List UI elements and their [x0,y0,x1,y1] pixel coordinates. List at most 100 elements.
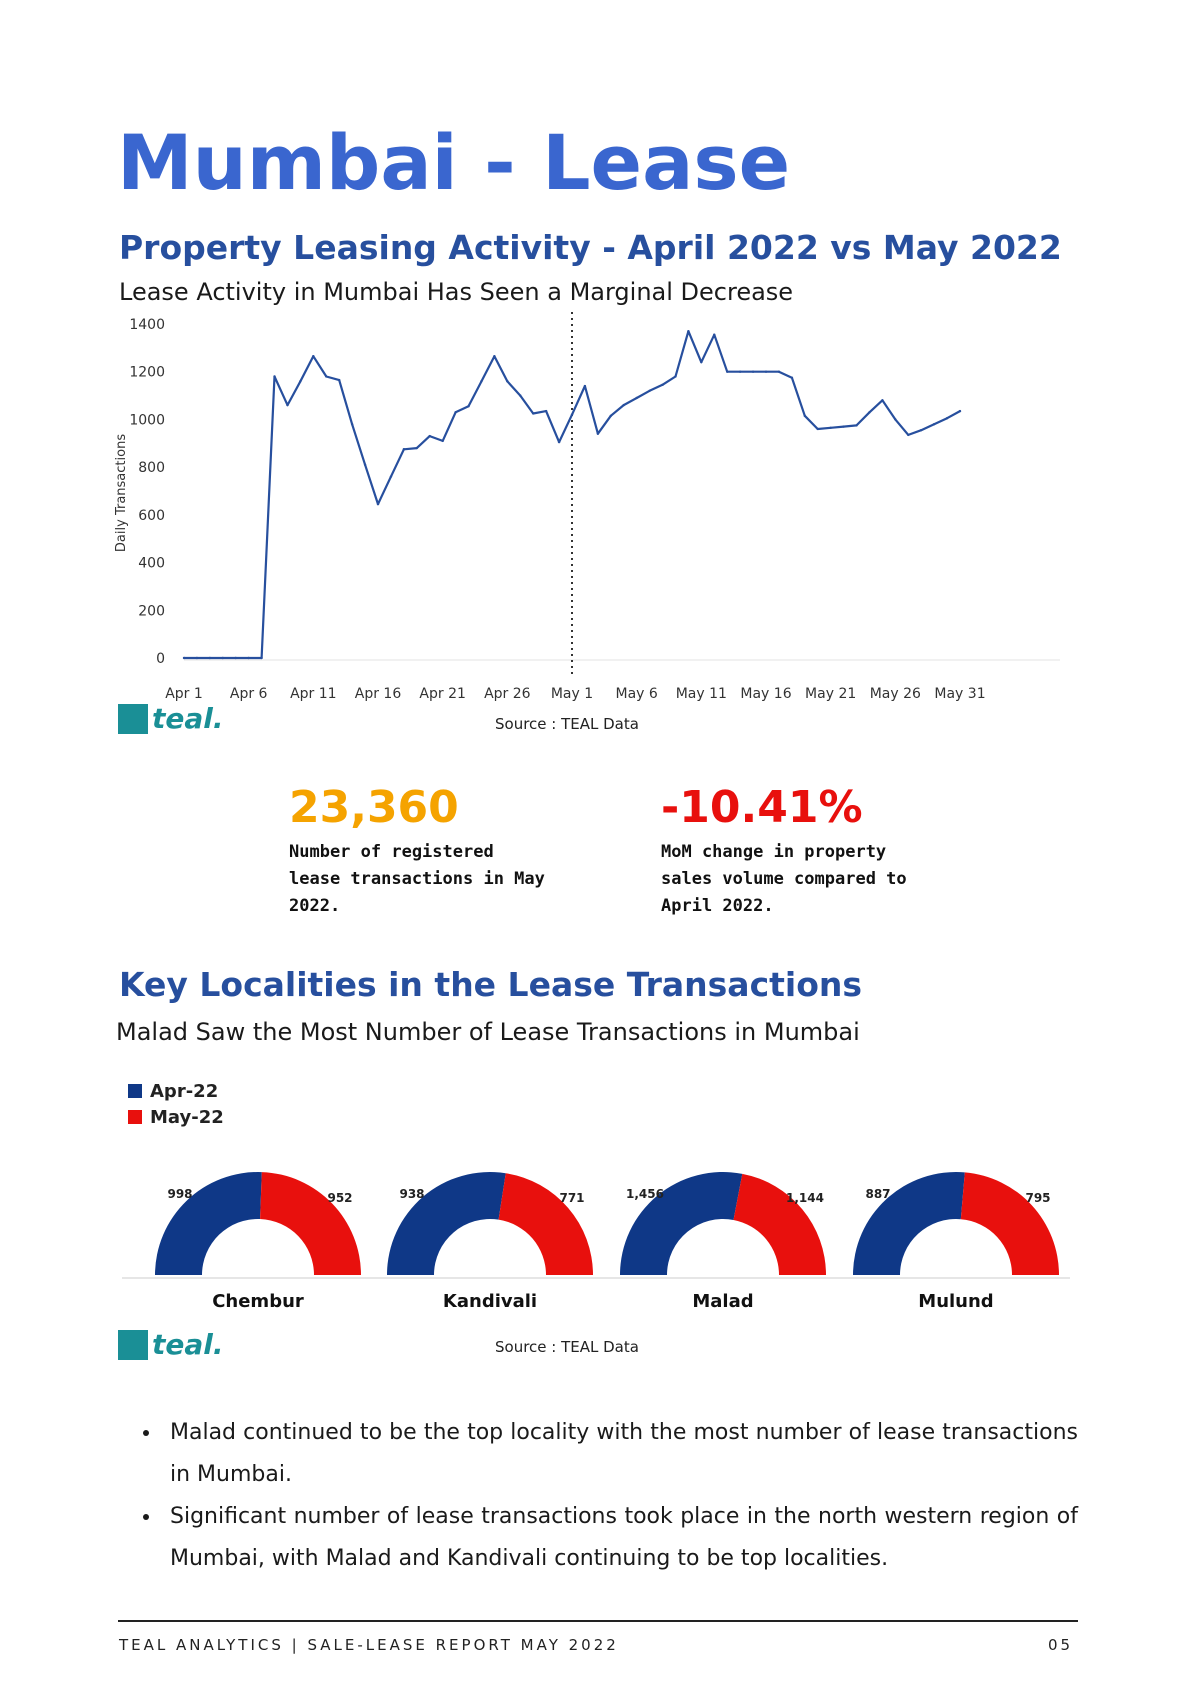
data-point [454,411,457,414]
chart-source-1: Source : TEAL Data [495,715,639,733]
legend-swatch-apr [128,1084,142,1098]
legend-swatch-may [128,1110,142,1124]
data-point [195,656,199,660]
section-subheading-leasing-activity: Lease Activity in Mumbai Has Seen a Marg… [119,278,794,306]
data-point [389,475,393,478]
data-point [299,380,302,383]
y-tick-label: 1000 [129,412,165,428]
y-tick-label: 400 [138,556,165,572]
chart-source-2: Source : TEAL Data [495,1338,639,1356]
locality-half-donut-charts: 998 952 Chembur 938 771 Kandivali 1,456 1,144 Ma… [122,1172,1070,1312]
data-point [570,413,574,416]
legend-item-may: May-22 [128,1104,224,1130]
data-point [700,360,703,364]
data-label-apr: 998 [167,1187,192,1201]
data-point [363,463,367,466]
category-label-malad: Malad [692,1291,753,1312]
data-point [480,380,483,383]
data-point [493,355,496,358]
data-point [894,418,897,421]
data-point [635,396,638,400]
x-tick-label: May 31 [934,686,985,702]
y-tick-label: 1400 [129,317,165,333]
data-point [622,403,625,407]
x-tick-label: Apr 16 [355,686,402,702]
y-tick-label: 1200 [129,365,165,381]
data-point [441,439,444,443]
page-title: Mumbai - Lease [117,118,791,207]
data-point [842,425,845,428]
data-point [338,378,341,382]
x-tick-label: May 26 [870,686,921,702]
donut-segment-may-mulund [960,1172,1059,1275]
donut-legend: Apr-22 May-22 [128,1078,224,1130]
donut-segment-apr-malad [620,1172,743,1275]
x-tick-label: Apr 21 [419,686,465,702]
data-point [661,383,664,387]
x-tick-label: May 16 [740,686,791,702]
data-point [829,426,832,429]
data-point [286,403,289,407]
category-label-mulund: Mulund [918,1291,993,1312]
teal-logo: teal. [118,702,224,735]
data-point [751,370,755,373]
data-point [687,329,690,333]
data-point [376,502,380,506]
x-tick-label: Apr 1 [165,686,203,702]
data-label-apr: 887 [865,1187,890,1201]
teal-logo-square [118,1329,148,1360]
data-point [945,417,949,420]
data-point [777,370,781,373]
data-point [596,432,600,435]
x-tick-label: May 6 [616,686,658,702]
section-heading-key-localities: Key Localities in the Lease Transactions [119,965,863,1004]
section-subheading-key-localities: Malad Saw the Most Number of Lease Trans… [116,1018,860,1046]
data-point [764,370,768,373]
category-label-chembur: Chembur [212,1291,304,1312]
data-point [609,414,612,418]
data-point [738,370,742,373]
legend-label-may: May-22 [150,1106,224,1128]
footer-divider [118,1620,1078,1622]
y-tick-label: 200 [138,603,165,619]
teal-logo-square [118,703,148,734]
x-tick-label: May 1 [551,686,593,702]
data-point [402,448,406,451]
data-label-may: 771 [559,1191,584,1205]
footer-report-title: TEAL ANALYTICS | SALE-LEASE REPORT MAY 2… [119,1636,619,1654]
data-label-may: 1,144 [786,1191,824,1205]
y-tick-label: 600 [138,508,165,524]
data-point [790,376,794,379]
x-tick-label: Apr 26 [484,686,531,702]
data-point [467,405,470,408]
data-point [247,656,250,660]
teal-logo-wordmark: teal. [152,702,224,735]
data-point [273,375,276,378]
teal-logo-2: teal. [118,1328,224,1361]
donut-segment-apr-chembur [155,1172,262,1275]
data-point [674,375,677,378]
donut-segment-may-malad [733,1173,826,1275]
data-point [544,409,548,413]
data-point [506,380,509,383]
data-point [519,394,522,397]
data-point [260,656,263,660]
teal-logo-wordmark: teal. [152,1328,224,1361]
stat-value: 23,360 [289,782,459,833]
donut-segment-may-kandivali [498,1173,593,1275]
data-point [428,434,431,438]
data-point [208,656,212,660]
y-tick-label: 800 [138,460,165,476]
data-point [415,446,418,450]
data-label-apr: 938 [399,1187,424,1201]
section-heading-leasing-activity: Property Leasing Activity - April 2022 v… [119,228,1062,267]
data-point [557,440,561,444]
data-label-may: 952 [327,1191,352,1205]
data-label-may: 795 [1025,1191,1050,1205]
data-point [713,333,716,336]
stat-description: Number of registered lease transactions … [289,842,545,916]
data-point [234,656,237,660]
donut-segment-may-chembur [260,1172,361,1275]
data-point [726,370,729,373]
data-point [868,411,871,414]
